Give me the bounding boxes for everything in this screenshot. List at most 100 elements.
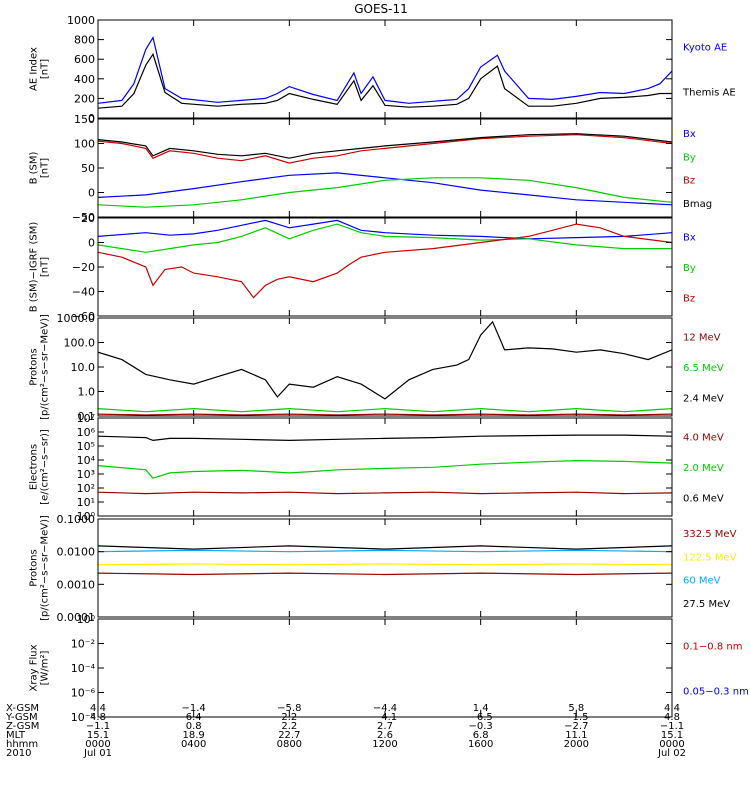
panel-xray: 10⁰ 10⁻² 10⁻⁴ 10⁻⁶ 10⁻⁸ Xray Flux [W/m²] 0.1−0.…: [29, 613, 749, 724]
y-tick-label: 100.0: [64, 337, 96, 350]
legend-entry: By: [683, 152, 696, 163]
y-axis-label-line: [p/(cm²−s−sr−MeV)]: [40, 515, 51, 621]
y-tick-label: 10⁵: [77, 440, 95, 453]
y-axis-label: B (SM) [nT]: [29, 151, 51, 184]
y-tick-label: 1000: [67, 14, 95, 27]
y-axis-label: B (SM)−IGRF (SM) [nT]: [29, 222, 51, 313]
y-tick-label: −60: [72, 310, 95, 323]
panel-db: −60 −40 −20 0 20 B (SM)−IGRF (SM) [nT] Bx By Bz: [29, 212, 696, 323]
y-tick-label: −20: [72, 261, 95, 274]
series-hi-protons-3: [98, 572, 672, 576]
y-axis-label: AE Index [nT]: [29, 47, 51, 91]
orbit-cell: −1.5: [564, 712, 588, 723]
series-db-2: [98, 223, 672, 299]
y-axis-label: Protons [p/(cm²−s−sr−MeV)]: [29, 314, 51, 420]
orbit-cell: 18.9: [183, 730, 205, 741]
legend-entry: Bmag: [683, 199, 712, 210]
orbit-cell: 11.1: [565, 730, 587, 741]
y-tick-label: 10⁴: [77, 454, 96, 467]
orbit-cell: −0.3: [469, 721, 493, 732]
y-axis-label-line: Xray Flux: [29, 644, 40, 691]
orbit-cell: 1200: [372, 739, 397, 750]
series-electrons-2: [98, 491, 672, 495]
y-axis-label: Protons [p/(cm²−s−sr−MeV)]: [29, 515, 51, 621]
orbit-cell: −2.7: [564, 721, 588, 732]
y-tick-label: 200: [74, 92, 95, 105]
y-tick-label: 10⁻⁶: [71, 687, 96, 700]
orbit-cell: 15.1: [87, 730, 109, 741]
y-tick-label: 1.0: [78, 386, 96, 399]
orbit-cell: Jul 02: [657, 748, 686, 759]
orbit-cell: 0.8: [186, 721, 202, 732]
orbit-cell: 6.8: [473, 730, 489, 741]
y-tick-label: 600: [74, 53, 95, 66]
y-axis-label-line: Protons: [29, 348, 40, 385]
orbit-cell: 0000: [85, 739, 110, 750]
series-b-2: [98, 134, 672, 164]
series-protons-1: [98, 407, 672, 413]
legend-entry: Themis AE: [682, 87, 736, 98]
legend-entry: Bx: [683, 129, 696, 140]
panel-b: −50 0 50 100 150 B (SM) [nT] Bx By Bz Bmag: [29, 113, 713, 224]
y-axis-label-line: AE Index: [29, 47, 40, 91]
y-tick-label: 10²: [77, 482, 95, 495]
series-electrons-1: [98, 459, 672, 479]
panel-frame: [97, 417, 673, 517]
orbit-row-label: Z-GSM: [6, 721, 39, 732]
orbit-cell: 2.7: [377, 721, 393, 732]
y-tick-label: 0.0001: [57, 611, 96, 624]
y-axis-label-line: [p/(cm²−s−sr−MeV)]: [40, 314, 51, 420]
y-tick-label: 0.0010: [57, 578, 96, 591]
series-hi-protons-1: [98, 549, 672, 553]
orbit-table: X-GSM 4.4 −1.4 −5.8 −4.4 1.4 5.8 4.4 Y-GSM 4.8 6.4…: [5, 703, 686, 759]
orbit-cell: −4.1: [373, 712, 397, 723]
y-axis-label-line: [W/m²]: [40, 650, 51, 685]
orbit-row-label: X-GSM: [6, 703, 39, 714]
panel-ae: 0 200 400 600 800 1000 AE Index [nT] Kyoto AE The…: [29, 14, 736, 125]
series-electrons-0: [98, 434, 672, 442]
y-axis-label: Xray Flux [W/m²]: [29, 644, 51, 691]
y-tick-label: −50: [72, 211, 95, 224]
orbit-row-label: Y-GSM: [5, 712, 38, 723]
y-tick-label: 10⁰: [77, 510, 96, 523]
y-tick-label: 10³: [77, 468, 95, 481]
orbit-cell: 6.4: [186, 712, 202, 723]
panel-frame: [97, 317, 673, 417]
panel-protons: 0.1 1.0 10.0 100.0 1000.0 Protons [p/(cm²−s−sr…: [29, 312, 724, 423]
y-tick-label: 800: [74, 34, 95, 47]
orbit-row-label: MLT: [6, 730, 26, 741]
orbit-row-label: 2010: [6, 748, 31, 759]
y-axis-label-line: B (SM): [29, 151, 40, 184]
orbit-cell: 1.4: [473, 703, 489, 714]
y-tick-label: 150: [74, 113, 95, 126]
y-tick-label: 20: [81, 212, 95, 225]
y-axis-label-line: [nT]: [40, 59, 51, 79]
orbit-cell: −4.4: [373, 703, 397, 714]
y-tick-label: −40: [72, 286, 95, 299]
y-tick-label: 10¹: [77, 496, 95, 509]
orbit-cell: 4.8: [90, 712, 106, 723]
legend-entry: 0.05−0.3 nm: [683, 686, 749, 697]
legend-entry: By: [683, 263, 696, 274]
y-tick-label: 0.0100: [57, 546, 96, 559]
y-tick-label: 10⁰: [77, 613, 96, 626]
y-tick-label: 10⁻⁴: [71, 662, 96, 675]
orbit-cell: 0000: [659, 739, 684, 750]
orbit-cell: 4.4: [664, 703, 680, 714]
legend-entry: 27.5 MeV: [683, 599, 730, 610]
panel-hi-protons: 0.0001 0.0010 0.0100 0.1000 Protons [p/(cm²−s…: [29, 513, 737, 624]
orbit-cell: Jul 01: [83, 748, 112, 759]
legend-entry: Bz: [683, 176, 695, 187]
orbit-cell: −6.5: [469, 712, 493, 723]
y-tick-label: 400: [74, 73, 95, 86]
legend-entry: Kyoto AE: [683, 43, 727, 54]
orbit-cell: 2000: [564, 739, 589, 750]
y-tick-label: 100: [74, 138, 95, 151]
orbit-cell: 2.2: [281, 721, 297, 732]
legend-entry: 60 MeV: [683, 576, 721, 587]
series-db-1: [98, 223, 672, 253]
orbit-cell: 0800: [277, 739, 302, 750]
orbit-row-label: hhmm: [6, 739, 38, 750]
